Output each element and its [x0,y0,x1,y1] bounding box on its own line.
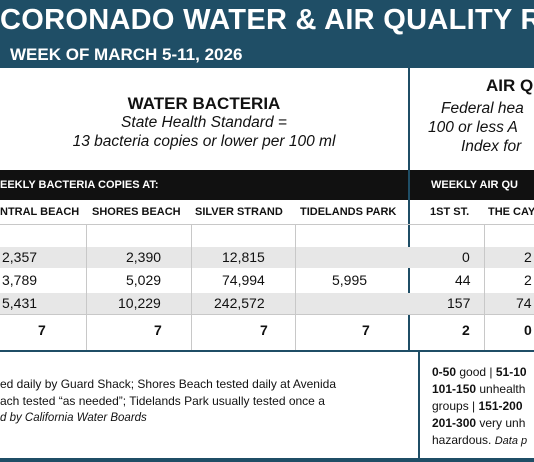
table-cell: 74,994 [222,272,265,288]
table-cell: 3,789 [2,272,38,288]
column-rule [86,224,87,350]
table-cell: 2,390 [126,249,162,265]
table-row-shade [0,293,534,314]
table-row-shade [0,247,534,268]
header-banner [0,0,534,68]
table-cell: 0 [524,322,532,338]
column-rule [484,224,485,350]
table-cell: 12,815 [222,249,265,265]
column-rule [295,224,296,350]
column-header-silver-strand: SILVER STRAND [195,206,283,218]
table-cell: 242,572 [214,295,265,311]
table-cell: 44 [455,272,471,288]
aqi-label-hazardous: hazardous. [432,433,495,447]
column-rule [191,224,192,350]
section-divider [408,68,410,170]
aqi-label-sensitive: unhealth [476,382,526,396]
air-standard-line2: 100 or less A [428,119,518,136]
aqi-range-moderate: 51-10 [495,365,527,379]
air-source: Data p [494,435,528,447]
table-cell: 5,995 [332,272,368,288]
header-rule [0,224,534,225]
air-standard: Federal hea 100 or less A Index for [408,99,524,156]
air-standard-line3: Index for [461,138,522,155]
aqi-legend-line1: 0-50 good | 51-10 [432,364,527,381]
aqi-legend-line3: groups | 151-200 [432,398,527,415]
aqi-range-sensitive: 101-150 [432,382,477,396]
table-cell: 7 [154,322,162,338]
testing-note: ed daily by Guard Shack; Shores Beach te… [0,376,336,427]
water-standard-line1: State Health Standard = [121,114,287,131]
table-cell: 2 [524,249,532,265]
column-header-central-beach: NTRAL BEACH [0,206,80,218]
table-cell: 7 [260,322,268,338]
water-source: d by California Water Boards [0,412,147,424]
air-quality-heading: AIR Q [486,76,534,95]
column-header-1st-st: 1ST ST. [430,206,470,218]
table-cell: 2,357 [2,249,38,265]
aqi-range-very-unhealthy: 201-300 [432,416,477,430]
aqi-label-groups: groups | [432,399,479,413]
table-row-rule [0,314,534,315]
water-standard: State Health Standard = 13 bacteria copi… [0,113,408,151]
table-cell: 5,431 [2,295,38,311]
table-cell: 157 [447,295,471,311]
aqi-range-good: 0-50 [432,365,457,379]
column-header-the-cays: THE CAY [488,206,534,218]
report-title: CORONADO WATER & AIR QUALITY R [0,4,534,36]
table-cell: 7 [362,322,370,338]
water-standard-line2: 13 bacteria copies or lower per 100 ml [72,133,336,150]
column-header-tidelands-park: TIDELANDS PARK [300,206,397,218]
testing-note-line2: ach tested “as needed”; Tidelands Park u… [0,394,325,408]
air-band-label: WEEKLY AIR QU [431,179,518,191]
aqi-legend-line5: hazardous. Data p [432,432,527,450]
aqi-legend-line4: 201-300 very unh [432,415,527,432]
footer-divider [418,352,420,458]
table-cell: 5,029 [126,272,162,288]
table-cell: 74 [516,295,532,311]
aqi-range-unhealthy: 151-200 [478,399,523,413]
aqi-legend: 0-50 good | 51-10 101-150 unhealth group… [432,364,527,450]
table-cell: 7 [38,322,46,338]
water-bacteria-heading: WATER BACTERIA [127,94,281,113]
testing-note-line1: ed daily by Guard Shack; Shores Beach te… [0,377,336,391]
table-cell: 10,229 [118,295,161,311]
report-subtitle: WEEK OF MARCH 5-11, 2026 [10,45,243,64]
bottom-bar [0,458,534,462]
table-cell: 2 [462,322,470,338]
water-band-label: EEKLY BACTERIA COPIES AT: [0,179,159,191]
air-standard-line1: Federal hea [441,100,524,117]
table-band [0,170,534,200]
aqi-label-good: good | [456,365,496,379]
column-header-shores-beach: SHORES BEACH [92,206,181,218]
aqi-label-very-unhealthy: very unh [476,416,526,430]
table-cell: 0 [462,249,470,265]
table-cell: 2 [524,272,532,288]
footer-rule [0,350,534,352]
aqi-legend-line2: 101-150 unhealth [432,381,527,398]
